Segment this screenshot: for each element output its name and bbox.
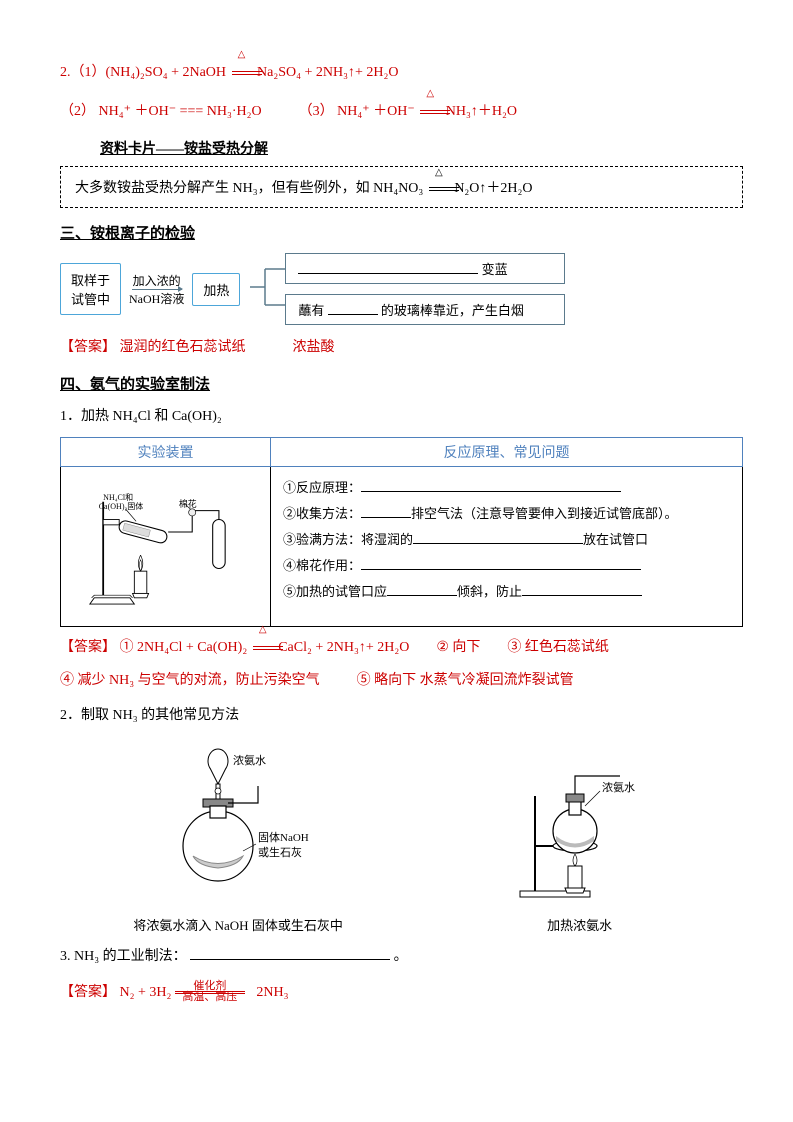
th-apparatus: 实验装置: [61, 437, 271, 466]
section4-answer-row2: ④ 减少 NH₃ 与空气的对流，防止污染空气 ⑤ 略向下 水蒸气冷凝回流炸裂试管: [60, 668, 743, 693]
eq2-content: NH₄⁺ ＋OH⁻ === NH₃·H₂O: [99, 104, 262, 119]
eq2-1-left: 2.（1）(NH₄)₂SO₄ + 2NaOH: [60, 65, 226, 80]
ans4-5: ⑤ 略向下 水蒸气冷凝回流炸裂试管: [357, 673, 574, 688]
eq2-prefix: （2）: [60, 104, 95, 119]
principle-cell: ①反应原理： ②收集方法：排空气法（注意导管要伸入到接近试管底部）。 ③验满方法…: [271, 466, 743, 626]
ans4-label: 【答案】: [60, 640, 116, 655]
label-nh4cl: NH₄Cl和: [103, 493, 133, 502]
flow-box1-l2: 试管中: [71, 289, 110, 308]
branch-box-1: 变蓝: [285, 253, 565, 284]
sub3-pre: 3. NH₃ 的工业制法：: [60, 949, 187, 964]
method-2: 浓氨水 加热浓氨水: [490, 736, 670, 934]
section4-answer-row1: 【答案】 ① 2NH₄Cl + Ca(OH)₂ CaCl₂ + 2NH₃↑+ 2…: [60, 635, 743, 660]
m2-label-ammonia: 浓氨水: [602, 781, 635, 794]
branch1-suffix: 变蓝: [482, 262, 508, 277]
answer3-1: 湿润的红色石蕊试纸: [120, 340, 246, 355]
heat-arrow-4: [251, 635, 275, 660]
m1-label-naoh: 固体NaOH: [258, 830, 309, 844]
eq2-1-right: Na₂SO₄ + 2NH₃↑+ 2H₂O: [257, 65, 398, 80]
item-4: ④棉花作用：: [283, 553, 734, 579]
ind-right: 2NH₃: [256, 985, 288, 1000]
heat-arrow: [230, 60, 254, 85]
item-1: ①反应原理：: [283, 475, 734, 501]
ans4-2: ② 向下: [436, 640, 480, 655]
answer3-2: 浓盐酸: [293, 340, 335, 355]
m1-label-lime: 或生石灰: [258, 845, 302, 859]
industrial-answer: 【答案】 N₂ + 3H₂ 催化剂 高温、高压 2NH₃: [60, 980, 743, 1005]
section-3-title: 三、铵根离子的检验: [60, 222, 743, 243]
info-card-pre: 大多数铵盐受热分解产生 NH₃，但有些例外，如 NH₄NO₃: [75, 181, 423, 196]
ans4-1-pre: ① 2NH₄Cl + Ca(OH)₂: [120, 640, 248, 655]
ans4-1-post: CaCl₂ + 2NH₃↑+ 2H₂O: [278, 640, 409, 655]
item-3: ③验满方法：将湿润的放在试管口: [283, 527, 734, 553]
answer-label-3: 【答案】: [60, 340, 116, 355]
arrow1-top: 加入浓的: [133, 272, 181, 289]
flow-diagram: 取样于 试管中 加入浓的 NaOH溶液 加热 变蓝 蘸有 的玻璃棒靠近，产生白烟: [60, 253, 743, 325]
section4-sub1: 1．加热 NH₄Cl 和 Ca(OH)₂: [60, 404, 743, 429]
sub3-post: 。: [394, 949, 408, 964]
ind-left: N₂ + 3H₂: [120, 985, 172, 1000]
arrow1-bot: NaOH溶液: [129, 290, 184, 307]
branch2-pre: 蘸有: [298, 303, 324, 318]
flow-arrow-1: 加入浓的 NaOH溶液: [129, 272, 184, 307]
equation-2-23: （2） NH₄⁺ ＋OH⁻ === NH₃·H₂O （3） NH₄⁺ ＋OH⁻ …: [60, 99, 743, 124]
method1-diagram: 浓氨水 固体NaOH 或生石灰: [148, 736, 328, 906]
ind-ans-label: 【答案】: [60, 985, 116, 1000]
m1-label-ammonia: 浓氨水: [233, 754, 266, 767]
blank-litmus: [298, 260, 478, 274]
flow-box-heat: 加热: [192, 273, 240, 306]
eq3-prefix: （3）: [299, 104, 334, 119]
section4-sub3: 3. NH₃ 的工业制法： 。: [60, 944, 743, 969]
experiment-table: 实验装置 反应原理、常见问题 NH₄Cl和 Ca(OH)₂固体: [60, 437, 743, 627]
equation-2-1: 2.（1）(NH₄)₂SO₄ + 2NaOH Na₂SO₄ + 2NH₃↑+ 2…: [60, 60, 743, 85]
method2-caption: 加热浓氨水: [490, 915, 670, 934]
eq3-left: NH₄⁺ ＋OH⁻: [337, 104, 415, 119]
section4-sub2: 2．制取 NH₃ 的其他常见方法: [60, 703, 743, 728]
apparatus-cell: NH₄Cl和 Ca(OH)₂固体 棉花: [61, 466, 271, 626]
blank-industrial: [190, 946, 390, 960]
branch-container: 变蓝 蘸有 的玻璃棒靠近，产生白烟: [285, 253, 565, 325]
label-caoh2: Ca(OH)₂固体: [99, 501, 144, 511]
heat-arrow-2: [418, 99, 442, 124]
apparatus-diagram: NH₄Cl和 Ca(OH)₂固体 棉花: [69, 475, 262, 613]
blank-hcl: [328, 301, 378, 315]
ans4-4: ④ 减少 NH₃ 与空气的对流，防止污染空气: [60, 673, 320, 688]
flow-box-sample: 取样于 试管中: [60, 263, 121, 315]
branch-box-2: 蘸有 的玻璃棒靠近，产生白烟: [285, 294, 565, 325]
method1-caption: 将浓氨水滴入 NaOH 固体或生石灰中: [133, 915, 342, 934]
catalyst-arrow: 催化剂 高温、高压: [175, 991, 245, 994]
info-card-title: 资料卡片——铵盐受热分解: [100, 138, 743, 158]
method-1: 浓氨水 固体NaOH 或生石灰 将浓氨水滴入 NaOH 固体或生石灰中: [133, 736, 342, 934]
method2-diagram: 浓氨水: [490, 736, 670, 906]
methods-row: 浓氨水 固体NaOH 或生石灰 将浓氨水滴入 NaOH 固体或生石灰中: [60, 736, 743, 934]
item-5: ⑤加热的试管口应倾斜，防止: [283, 579, 734, 605]
ans4-3: ③ 红色石蕊试纸: [507, 640, 609, 655]
branch2-post: 的玻璃棒靠近，产生白烟: [381, 303, 524, 318]
section-4-title: 四、氨气的实验室制法: [60, 373, 743, 394]
catalyst-bottom: 高温、高压: [175, 988, 245, 1008]
info-card-box: 大多数铵盐受热分解产生 NH₃，但有些例外，如 NH₄NO₃ N₂O↑＋2H₂O: [60, 166, 743, 208]
flow-box1-l1: 取样于: [71, 270, 110, 289]
th-principle: 反应原理、常见问题: [271, 437, 743, 466]
info-card-post: N₂O↑＋2H₂O: [454, 181, 532, 196]
branch-lines: [250, 257, 285, 317]
eq3-right: NH₃↑＋H₂O: [446, 104, 517, 119]
section3-answer: 【答案】 湿润的红色石蕊试纸 浓盐酸: [60, 335, 743, 360]
item-2: ②收集方法：排空气法（注意导管要伸入到接近试管底部）。: [283, 501, 734, 527]
label-cotton: 棉花: [179, 498, 197, 509]
heat-arrow-3: [427, 181, 451, 197]
